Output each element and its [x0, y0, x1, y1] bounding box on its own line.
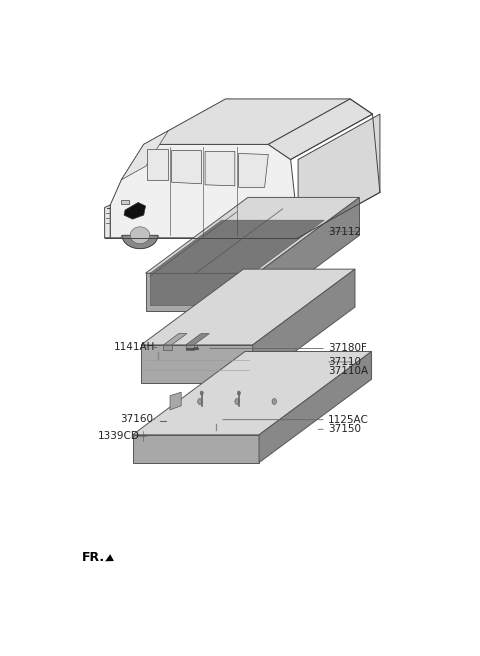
- Polygon shape: [257, 228, 276, 245]
- Text: 37150: 37150: [328, 424, 361, 434]
- Polygon shape: [200, 349, 206, 352]
- Polygon shape: [144, 99, 350, 144]
- Polygon shape: [247, 237, 286, 250]
- Polygon shape: [163, 345, 172, 350]
- Text: 1339CD: 1339CD: [97, 432, 139, 441]
- Polygon shape: [105, 205, 110, 238]
- Polygon shape: [205, 152, 235, 186]
- Polygon shape: [105, 144, 298, 238]
- Text: 1141AH: 1141AH: [113, 342, 155, 352]
- Polygon shape: [132, 435, 259, 462]
- Text: 37110A: 37110A: [328, 366, 368, 376]
- Polygon shape: [186, 333, 209, 345]
- Circle shape: [235, 398, 240, 405]
- Polygon shape: [298, 114, 380, 238]
- Polygon shape: [122, 236, 158, 249]
- Text: 37160: 37160: [120, 414, 153, 424]
- Text: 37112: 37112: [328, 226, 361, 237]
- Polygon shape: [183, 346, 201, 352]
- Polygon shape: [150, 273, 252, 305]
- Polygon shape: [120, 200, 129, 204]
- Polygon shape: [172, 150, 202, 184]
- Polygon shape: [259, 352, 372, 462]
- Polygon shape: [154, 346, 162, 352]
- Circle shape: [272, 398, 276, 405]
- Polygon shape: [120, 236, 160, 249]
- Circle shape: [238, 391, 240, 395]
- Polygon shape: [155, 419, 171, 425]
- Polygon shape: [145, 273, 257, 311]
- Polygon shape: [239, 154, 268, 188]
- Circle shape: [156, 356, 160, 361]
- Polygon shape: [213, 418, 220, 424]
- Polygon shape: [186, 345, 194, 350]
- Polygon shape: [257, 197, 360, 311]
- Text: 37180F: 37180F: [328, 344, 367, 354]
- Circle shape: [139, 431, 146, 441]
- Polygon shape: [268, 99, 372, 159]
- Polygon shape: [150, 220, 324, 273]
- Polygon shape: [249, 237, 284, 250]
- Text: 1125AC: 1125AC: [328, 415, 369, 424]
- Circle shape: [200, 391, 203, 395]
- Circle shape: [198, 398, 202, 405]
- Polygon shape: [130, 227, 150, 244]
- Polygon shape: [147, 150, 168, 180]
- Polygon shape: [170, 392, 181, 410]
- Polygon shape: [163, 333, 187, 345]
- Polygon shape: [132, 352, 372, 435]
- Polygon shape: [145, 197, 360, 273]
- Polygon shape: [141, 345, 252, 383]
- Polygon shape: [178, 350, 183, 352]
- Polygon shape: [124, 203, 145, 219]
- Polygon shape: [252, 269, 355, 383]
- Text: 37110: 37110: [328, 357, 361, 367]
- Polygon shape: [121, 131, 168, 180]
- Text: FR.: FR.: [83, 551, 106, 564]
- Polygon shape: [141, 269, 355, 345]
